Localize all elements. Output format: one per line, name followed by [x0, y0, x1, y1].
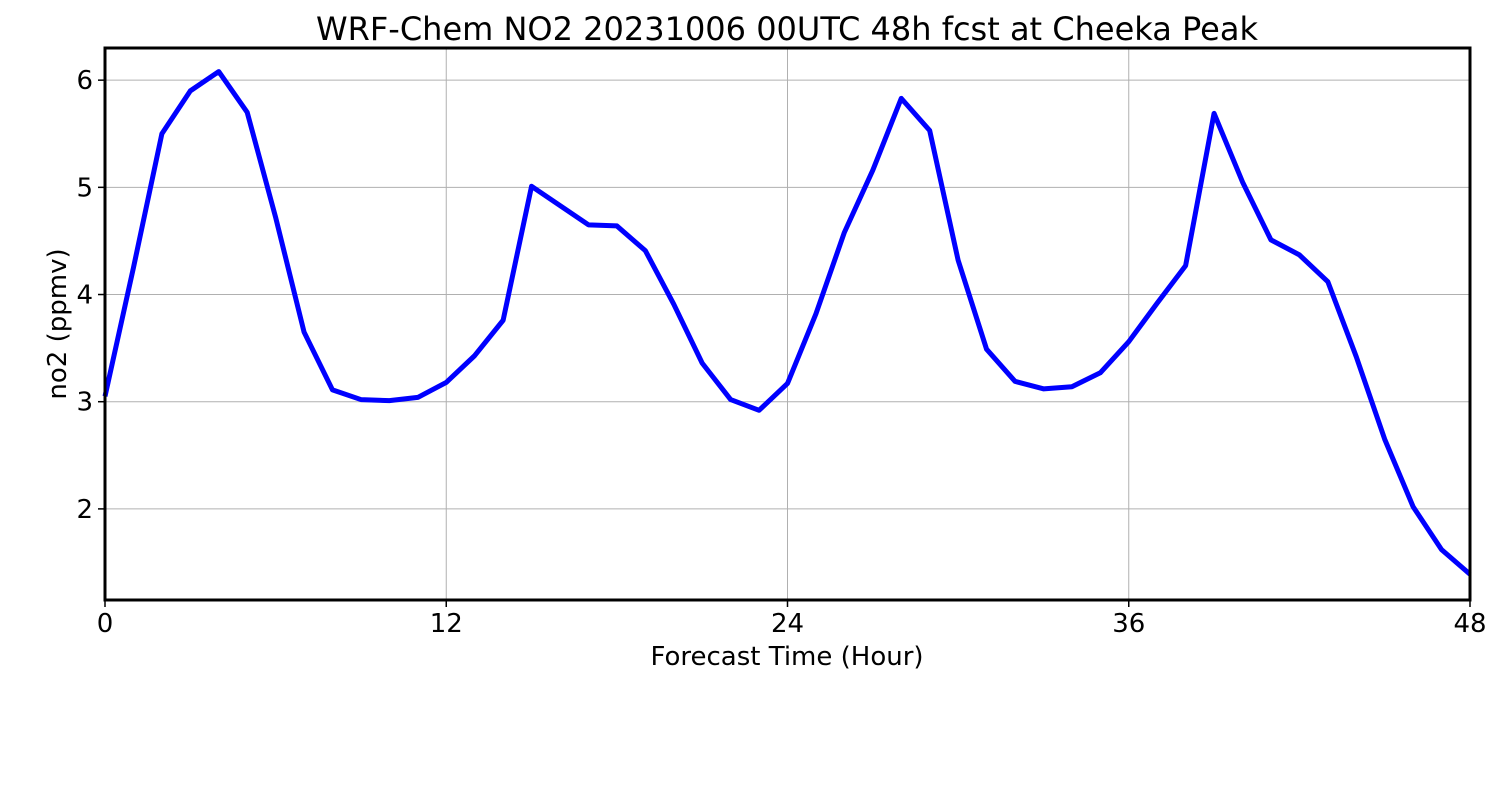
no2-series-line — [102, 69, 1472, 577]
x-tick-label: 36 — [1112, 609, 1145, 639]
x-tick-label: 24 — [771, 609, 804, 639]
y-tick-label: 3 — [76, 388, 93, 418]
series-layer — [102, 69, 1472, 577]
x-axis-ticks: 0 12 24 36 48 — [97, 600, 1487, 639]
y-axis-label: no2 (ppmv) — [43, 248, 73, 399]
x-grid-lines — [104, 48, 1471, 600]
x-axis-label: Forecast Time (Hour) — [650, 642, 923, 672]
y-tick-label: 5 — [76, 173, 93, 203]
y-tick-label: 6 — [76, 66, 93, 96]
y-tick-label: 2 — [76, 495, 93, 525]
y-tick-label: 4 — [76, 281, 93, 311]
x-tick-label: 12 — [430, 609, 463, 639]
chart-title: WRF-Chem NO2 20231006 00UTC 48h fcst at … — [316, 10, 1258, 48]
x-tick-label: 48 — [1453, 609, 1486, 639]
x-tick-label: 0 — [97, 609, 114, 639]
y-axis-ticks: 2 3 4 5 6 — [76, 66, 105, 525]
